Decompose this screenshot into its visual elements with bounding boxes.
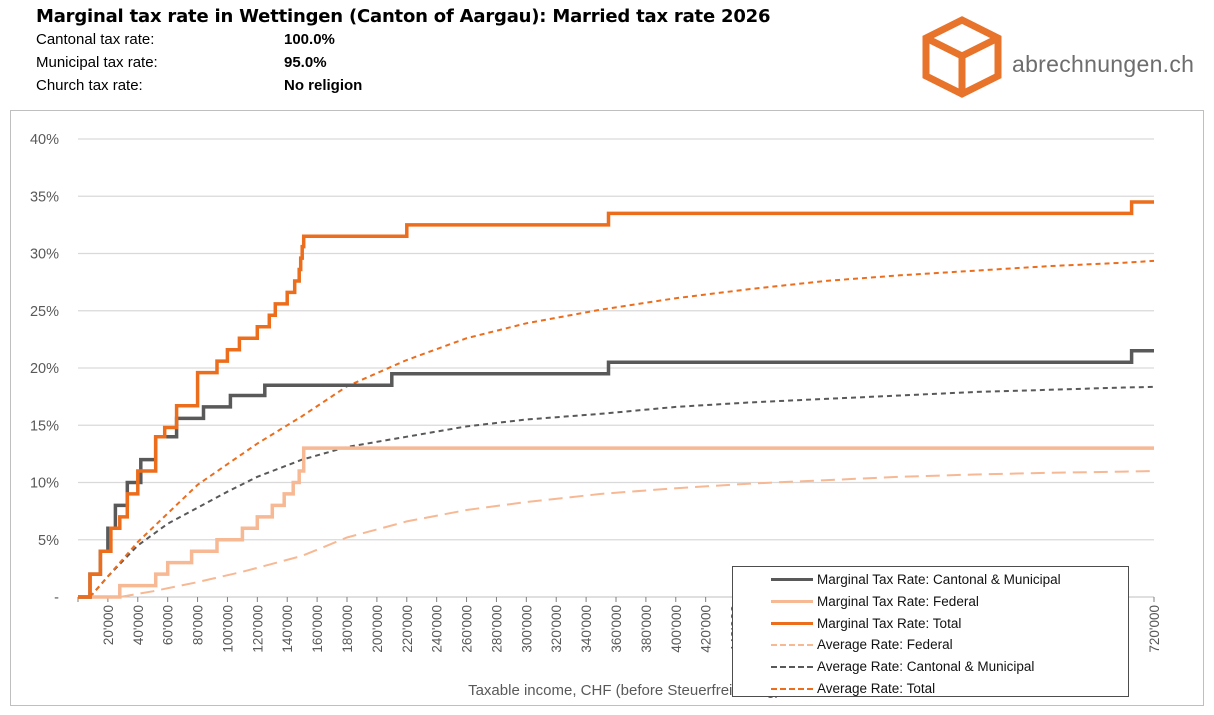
y-tick-label: 25%	[30, 304, 59, 320]
x-tick-label: 180'000	[340, 605, 355, 653]
x-tick-label: 120'000	[250, 605, 265, 653]
legend-item: Marginal Tax Rate: Total	[733, 613, 1128, 635]
logo-text: abrechnungen.ch	[1012, 51, 1195, 77]
info-row: Municipal tax rate: 95.0%	[36, 51, 856, 74]
chart-legend: Marginal Tax Rate: Cantonal & Municipal M…	[732, 566, 1129, 697]
info-label: Cantonal tax rate:	[36, 31, 155, 48]
x-tick-label: 360'000	[609, 605, 624, 653]
x-tick-label: 260'000	[460, 605, 475, 653]
info-row: Church tax rate: No religion	[36, 74, 856, 97]
legend-item: Average Rate: Cantonal & Municipal	[733, 656, 1128, 678]
legend-swatch	[771, 578, 813, 581]
brand-logo: abrechnungen.ch	[920, 16, 1210, 98]
x-tick-label: 220'000	[400, 605, 415, 653]
x-tick-label: 20'000	[101, 605, 116, 645]
legend-label: Marginal Tax Rate: Cantonal & Municipal	[817, 572, 1061, 587]
x-tick-label: 40'000	[131, 605, 146, 645]
x-tick-label: 300'000	[519, 605, 534, 653]
x-tick-label: 160'000	[310, 605, 325, 653]
legend-item: Average Rate: Total	[733, 678, 1128, 700]
tax-rate-info: Cantonal tax rate: 100.0% Municipal tax ra…	[36, 28, 856, 97]
legend-swatch	[771, 687, 813, 690]
info-value: 95.0%	[284, 54, 327, 71]
x-tick-label: 240'000	[430, 605, 445, 653]
x-tick-label: 60'000	[161, 605, 176, 645]
y-tick-label: 40%	[30, 132, 59, 148]
x-tick-label: 340'000	[579, 605, 594, 653]
x-tick-label: 280'000	[489, 605, 504, 653]
x-tick-label: 380'000	[639, 605, 654, 653]
info-row: Cantonal tax rate: 100.0%	[36, 28, 856, 51]
x-tick-label: 80'000	[191, 605, 206, 645]
info-value: 100.0%	[284, 31, 335, 48]
x-tick-label: 140'000	[280, 605, 295, 653]
y-tick-label: 30%	[30, 247, 59, 263]
chart-frame: - 5% 10% 15% 20% 25% 30% 35% 40% 20'000 40'000 60'0…	[10, 110, 1204, 706]
y-tick-label: 10%	[30, 476, 59, 492]
chart-title: Marginal tax rate in Wettingen (Canton o…	[36, 6, 771, 27]
info-label: Municipal tax rate:	[36, 54, 158, 71]
y-tick-label: -	[54, 590, 59, 606]
legend-swatch	[771, 621, 813, 625]
x-tick-label: 100'000	[220, 605, 235, 653]
y-tick-label: 35%	[30, 189, 59, 205]
x-tick-label: 720'000	[1147, 605, 1162, 653]
info-value: No religion	[284, 77, 363, 94]
x-axis-title: Taxable income, CHF (before Steuerfreibe…	[468, 682, 780, 699]
y-tick-label: 5%	[38, 533, 59, 549]
series-line	[89, 259, 1155, 598]
legend-swatch	[771, 599, 813, 603]
legend-label: Average Rate: Federal	[817, 637, 953, 653]
legend-item: Marginal Tax Rate: Cantonal & Municipal	[733, 569, 1128, 591]
y-tick-label: 20%	[30, 361, 59, 377]
x-tick-label: 200'000	[370, 605, 385, 653]
legend-item: Average Rate: Federal	[733, 634, 1128, 656]
chart-header: Marginal tax rate in Wettingen (Canton o…	[36, 6, 856, 97]
x-tick-label: 400'000	[669, 605, 684, 653]
legend-label: Average Rate: Total	[817, 680, 936, 696]
box-logo-icon	[922, 16, 1002, 98]
legend-label: Average Rate: Cantonal & Municipal	[817, 659, 1035, 675]
legend-item: Marginal Tax Rate: Federal	[733, 591, 1128, 613]
legend-swatch	[771, 644, 813, 647]
legend-label: Marginal Tax Rate: Total	[817, 615, 962, 631]
series-line	[78, 446, 1154, 599]
legend-swatch	[771, 666, 813, 669]
chart-plot: - 5% 10% 15% 20% 25% 30% 35% 40% 20'000 40'000 60'0…	[30, 132, 1162, 699]
x-tick-label: 420'000	[699, 605, 714, 653]
y-tick-label: 15%	[30, 418, 59, 434]
info-label: Church tax rate:	[36, 77, 143, 94]
series-line	[119, 470, 1155, 598]
series-line	[78, 200, 1154, 599]
x-tick-label: 320'000	[549, 605, 564, 653]
series-line	[89, 385, 1155, 598]
legend-label: Marginal Tax Rate: Federal	[817, 593, 979, 609]
